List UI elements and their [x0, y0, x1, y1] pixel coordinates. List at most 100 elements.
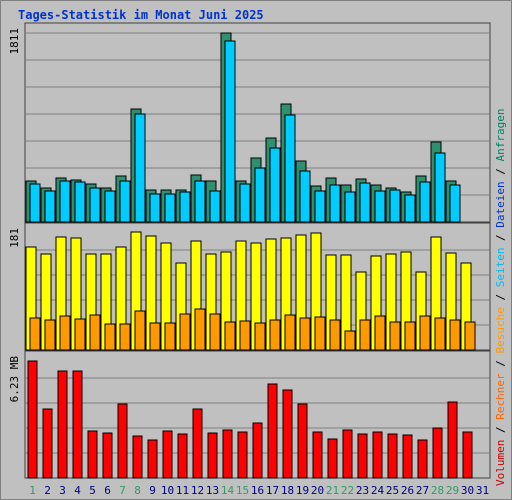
- bar-visits-besuche-day-29: [449, 319, 461, 351]
- side-legend-item-8: Dateien: [494, 181, 507, 234]
- day-label-13: 13: [206, 484, 219, 497]
- day-label-1: 1: [29, 484, 36, 497]
- bar-hits-dateien-day-4: [74, 181, 86, 223]
- bar-visits-besuche-day-25: [389, 321, 401, 351]
- day-label-19: 19: [296, 484, 309, 497]
- bar-hits-dateien-day-12: [194, 180, 206, 223]
- bar-hits-dateien-day-14: [224, 40, 236, 223]
- bar-visits-besuche-day-2: [44, 319, 56, 351]
- day-label-7: 7: [119, 484, 126, 497]
- bar-visits-besuche-day-22: [344, 330, 356, 351]
- bar-hits-dateien-day-10: [164, 193, 176, 223]
- bar-visits-besuche-day-13: [209, 313, 221, 351]
- side-legend-item-1: /: [494, 426, 507, 439]
- bar-kbytes-volumen-day-13: [207, 432, 218, 479]
- bar-visits-besuche-day-16: [254, 322, 266, 351]
- bar-kbytes-volumen-day-30: [462, 431, 473, 479]
- bar-kbytes-volumen-day-1: [27, 360, 38, 479]
- day-label-17: 17: [266, 484, 279, 497]
- bar-visits-besuche-day-11: [179, 313, 191, 351]
- bar-visits-besuche-day-19: [299, 317, 311, 351]
- day-label-10: 10: [161, 484, 174, 497]
- bar-hits-dateien-day-17: [269, 147, 281, 223]
- day-label-28: 28: [431, 484, 444, 497]
- side-legend-item-7: /: [494, 234, 507, 247]
- bar-visits-besuche-day-7: [119, 323, 131, 351]
- panel-hits: 1811: [8, 22, 491, 223]
- bar-hits-dateien-day-11: [179, 191, 191, 223]
- day-label-21: 21: [326, 484, 339, 497]
- bar-hits-dateien-day-7: [119, 180, 131, 223]
- axis-max-label-hits: 1811: [8, 28, 21, 55]
- bar-hits-dateien-day-21: [329, 184, 341, 223]
- bar-kbytes-volumen-day-24: [372, 431, 383, 479]
- day-label-2: 2: [44, 484, 51, 497]
- day-label-25: 25: [386, 484, 399, 497]
- bar-hits-dateien-day-15: [239, 183, 251, 223]
- side-legend-item-9: /: [494, 168, 507, 181]
- bar-hits-dateien-day-6: [104, 190, 116, 223]
- bar-visits-besuche-day-14: [224, 321, 236, 351]
- bar-kbytes-volumen-day-21: [327, 438, 338, 479]
- bar-hits-dateien-day-29: [449, 184, 461, 223]
- day-label-18: 18: [281, 484, 294, 497]
- day-label-20: 20: [311, 484, 324, 497]
- bar-hits-dateien-day-13: [209, 190, 221, 223]
- bar-visits-besuche-day-20: [314, 316, 326, 351]
- day-label-31: 31: [476, 484, 489, 497]
- day-label-6: 6: [104, 484, 111, 497]
- bar-kbytes-volumen-day-7: [117, 403, 128, 479]
- bar-visits-besuche-day-28: [434, 317, 446, 351]
- side-legend-item-0: Volumen: [494, 440, 507, 486]
- bar-hits-dateien-day-18: [284, 114, 296, 223]
- bar-kbytes-volumen-day-19: [297, 403, 308, 479]
- bar-hits-dateien-day-28: [434, 152, 446, 223]
- day-label-3: 3: [59, 484, 66, 497]
- day-label-8: 8: [134, 484, 141, 497]
- bar-hits-dateien-day-9: [149, 193, 161, 223]
- day-label-11: 11: [176, 484, 189, 497]
- bar-hits-dateien-day-26: [404, 194, 416, 223]
- bar-hits-dateien-day-2: [44, 190, 56, 223]
- day-label-12: 12: [191, 484, 204, 497]
- day-label-5: 5: [89, 484, 96, 497]
- bar-kbytes-volumen-day-12: [192, 408, 203, 479]
- day-label-14: 14: [221, 484, 235, 497]
- day-label-9: 9: [149, 484, 156, 497]
- side-legend-item-10: Anfragen: [494, 108, 507, 168]
- side-legend-item-5: /: [494, 294, 507, 307]
- day-label-24: 24: [371, 484, 385, 497]
- day-label-4: 4: [74, 484, 81, 497]
- chart-title: Tages-Statistik im Monat Juni 2025: [18, 8, 264, 22]
- day-label-29: 29: [446, 484, 459, 497]
- bar-hits-dateien-day-16: [254, 167, 266, 223]
- day-label-23: 23: [356, 484, 369, 497]
- side-legend-item-4: Besuche: [494, 307, 507, 360]
- bar-kbytes-volumen-day-28: [432, 427, 443, 479]
- bar-kbytes-volumen-day-5: [87, 430, 98, 479]
- bar-visits-besuche-day-4: [74, 318, 86, 351]
- bar-kbytes-volumen-day-23: [357, 433, 368, 479]
- bar-kbytes-volumen-day-26: [402, 434, 413, 479]
- bar-visits-besuche-day-10: [164, 322, 176, 351]
- bar-kbytes-volumen-day-18: [282, 389, 293, 479]
- bar-visits-besuche-day-1: [29, 317, 41, 351]
- bar-kbytes-volumen-day-11: [177, 433, 188, 479]
- bar-hits-dateien-day-25: [389, 189, 401, 223]
- bar-hits-dateien-day-20: [314, 190, 326, 223]
- side-legend-item-6: Seiten: [494, 248, 507, 294]
- day-label-16: 16: [251, 484, 264, 497]
- bar-visits-besuche-day-12: [194, 308, 206, 351]
- bar-hits-dateien-day-27: [419, 181, 431, 223]
- bar-kbytes-volumen-day-9: [147, 439, 158, 479]
- bar-hits-dateien-day-8: [134, 113, 146, 223]
- bar-kbytes-volumen-day-8: [132, 435, 143, 479]
- bar-hits-dateien-day-22: [344, 191, 356, 223]
- bar-kbytes-volumen-day-10: [162, 430, 173, 479]
- bar-visits-besuche-day-21: [329, 319, 341, 351]
- bar-visits-besuche-day-23: [359, 319, 371, 351]
- bar-visits-besuche-day-3: [59, 315, 71, 351]
- bar-visits-besuche-day-24: [374, 315, 386, 351]
- bar-hits-dateien-day-23: [359, 182, 371, 223]
